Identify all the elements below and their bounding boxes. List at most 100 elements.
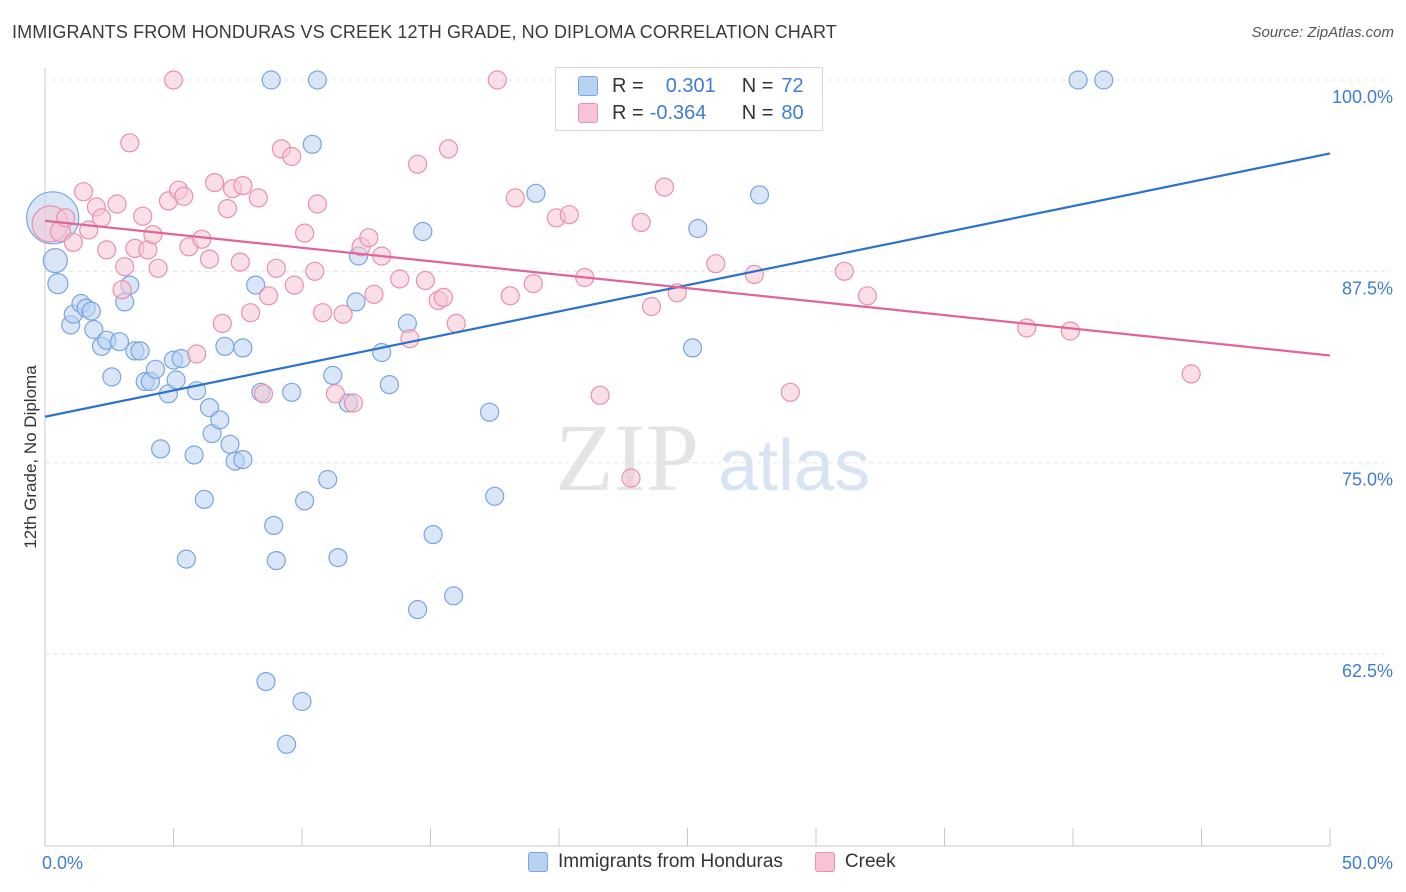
point-creek bbox=[233, 176, 253, 196]
point-creek bbox=[343, 393, 363, 413]
point-creek bbox=[390, 269, 410, 289]
x-tick-label-min: 0.0% bbox=[42, 853, 83, 873]
point-creek bbox=[523, 274, 543, 294]
point-honduras bbox=[184, 445, 204, 465]
y-tick-label: 62.5% bbox=[1342, 661, 1393, 681]
point-creek bbox=[230, 252, 250, 272]
point-honduras bbox=[81, 301, 101, 321]
point-creek bbox=[259, 286, 279, 306]
legend-label-creek: Creek bbox=[844, 851, 896, 872]
point-creek bbox=[205, 173, 225, 193]
legend-item-creek[interactable]: Creek bbox=[814, 851, 896, 873]
point-creek bbox=[148, 258, 168, 278]
x-tick-label-max: 50.0% bbox=[1342, 853, 1393, 873]
point-honduras bbox=[176, 549, 196, 569]
point-creek bbox=[744, 264, 764, 284]
point-creek bbox=[241, 303, 261, 323]
point-creek bbox=[248, 188, 268, 208]
legend-item-honduras[interactable]: Immigrants from Honduras bbox=[528, 851, 783, 873]
point-creek bbox=[217, 199, 238, 219]
point-honduras bbox=[266, 550, 286, 571]
source-credit: Source: ZipAtlas.com bbox=[1251, 24, 1394, 41]
point-creek bbox=[834, 261, 854, 281]
point-honduras bbox=[292, 691, 312, 712]
point-honduras bbox=[145, 359, 166, 379]
legend-swatch-creek bbox=[578, 103, 598, 123]
point-honduras bbox=[379, 375, 399, 395]
legend-row-creek: R = -0.364 N = 80 bbox=[578, 100, 804, 126]
point-creek bbox=[192, 229, 212, 249]
point-creek bbox=[857, 286, 878, 306]
legend-n-value: 80 bbox=[781, 101, 804, 124]
point-creek bbox=[400, 329, 420, 349]
point-honduras bbox=[210, 410, 230, 430]
point-creek bbox=[305, 261, 325, 281]
point-creek bbox=[706, 254, 726, 274]
point-honduras bbox=[413, 221, 433, 242]
series-legend: Immigrants from Honduras Creek bbox=[528, 851, 928, 873]
legend-r-value: 0.301 bbox=[665, 74, 716, 97]
point-honduras bbox=[526, 183, 546, 203]
point-honduras bbox=[307, 70, 327, 90]
legend-swatch-honduras bbox=[578, 76, 598, 96]
point-creek bbox=[91, 208, 112, 228]
y-tick-label: 75.0% bbox=[1342, 470, 1393, 490]
point-honduras bbox=[323, 365, 343, 385]
point-honduras bbox=[1068, 70, 1088, 90]
point-honduras bbox=[194, 489, 214, 509]
chart-title: IMMIGRANTS FROM HONDURAS VS CREEK 12TH G… bbox=[12, 22, 837, 42]
point-creek bbox=[408, 154, 428, 174]
point-honduras bbox=[346, 292, 366, 312]
point-honduras bbox=[261, 70, 281, 90]
y-tick-labels: 62.5% 75.0% 87.5% 100.0% bbox=[1332, 87, 1393, 681]
point-creek bbox=[780, 382, 800, 402]
point-creek bbox=[253, 384, 274, 404]
x-ticks bbox=[44, 828, 1331, 846]
trend-line-creek bbox=[44, 219, 1331, 357]
point-creek bbox=[364, 284, 384, 304]
point-honduras bbox=[295, 491, 315, 511]
point-honduras bbox=[102, 367, 122, 387]
point-creek bbox=[295, 223, 315, 243]
point-creek bbox=[631, 212, 651, 232]
point-honduras bbox=[215, 336, 235, 356]
point-honduras bbox=[246, 275, 266, 295]
point-honduras bbox=[47, 273, 69, 295]
y-tick-label: 87.5% bbox=[1342, 278, 1393, 298]
point-honduras bbox=[264, 515, 284, 536]
legend-label-honduras: Immigrants from Honduras bbox=[558, 851, 783, 872]
point-honduras bbox=[42, 248, 68, 274]
point-honduras bbox=[1094, 70, 1114, 90]
point-creek bbox=[621, 468, 641, 488]
point-honduras bbox=[749, 185, 770, 205]
point-creek bbox=[112, 280, 132, 300]
point-creek bbox=[212, 313, 232, 333]
point-honduras bbox=[485, 486, 505, 506]
point-creek bbox=[187, 344, 207, 364]
legend-swatch-honduras bbox=[528, 852, 548, 872]
point-creek bbox=[590, 385, 610, 405]
legend-r-value: -0.364 bbox=[649, 101, 707, 124]
point-creek bbox=[115, 257, 135, 277]
point-creek bbox=[313, 303, 333, 323]
trend-lines bbox=[44, 152, 1331, 418]
point-honduras bbox=[688, 218, 708, 239]
point-honduras bbox=[109, 332, 130, 352]
point-honduras bbox=[408, 599, 428, 620]
point-honduras bbox=[423, 524, 443, 545]
point-creek bbox=[446, 313, 466, 333]
watermark: ZIP atlas bbox=[555, 404, 870, 511]
trend-line-honduras bbox=[44, 152, 1331, 418]
point-creek bbox=[559, 205, 579, 225]
point-creek bbox=[266, 258, 286, 278]
point-honduras bbox=[282, 382, 302, 402]
point-creek bbox=[143, 225, 163, 245]
point-honduras bbox=[233, 450, 253, 470]
legend-n-value: 72 bbox=[781, 74, 804, 97]
point-honduras bbox=[480, 402, 500, 422]
point-honduras bbox=[277, 734, 297, 754]
point-honduras bbox=[328, 547, 348, 568]
point-creek bbox=[359, 228, 379, 248]
point-creek bbox=[284, 275, 304, 295]
